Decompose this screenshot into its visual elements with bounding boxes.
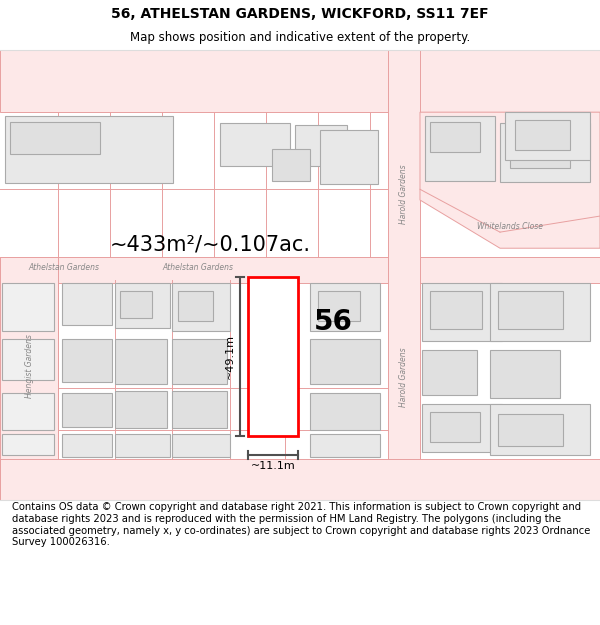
Text: Hengist Gardens: Hengist Gardens [25,334,35,398]
Bar [490,350,560,398]
Bar [515,119,570,149]
Text: ~11.1m: ~11.1m [251,461,295,471]
Bar [498,414,563,446]
Bar [510,131,570,168]
Bar [310,393,380,431]
Bar [422,404,502,452]
Bar [272,149,310,181]
Text: ~433m²/~0.107ac.: ~433m²/~0.107ac. [110,235,311,255]
Bar [430,412,480,442]
Bar [505,112,590,161]
Bar [0,257,600,282]
Bar [120,291,152,318]
Polygon shape [420,112,600,248]
Bar [425,116,495,181]
Bar [0,50,600,112]
Bar [295,125,347,166]
Bar [2,339,54,380]
Bar [172,282,230,331]
Bar [62,339,112,382]
Bar [490,404,590,455]
Bar [248,277,298,436]
Bar [115,282,170,328]
Bar [2,282,54,331]
Bar [0,257,58,500]
Bar [62,434,112,457]
Bar [430,122,480,152]
Text: ~49.1m: ~49.1m [225,334,235,379]
Bar [178,291,213,321]
Bar [62,282,112,326]
Bar [422,350,477,395]
Text: Harold Gardens: Harold Gardens [398,165,407,224]
Bar [318,291,360,321]
Bar [172,339,227,384]
Text: Contains OS data © Crown copyright and database right 2021. This information is : Contains OS data © Crown copyright and d… [12,503,590,548]
Bar [310,282,380,331]
Bar [115,339,167,384]
Bar [388,50,420,500]
Bar [310,339,380,384]
Bar [2,434,54,455]
Text: Harold Gardens: Harold Gardens [398,347,407,407]
Bar [320,131,378,184]
Text: 56, ATHELSTAN GARDENS, WICKFORD, SS11 7EF: 56, ATHELSTAN GARDENS, WICKFORD, SS11 7E… [111,7,489,21]
Bar [62,393,112,427]
Bar [430,291,482,329]
Bar [5,116,173,183]
Bar [0,459,600,500]
Bar [115,434,170,457]
Bar [498,291,563,329]
Text: Whitelands Close: Whitelands Close [477,222,543,231]
Text: Athelstan Gardens: Athelstan Gardens [28,263,99,272]
Bar [10,122,100,154]
Text: Athelstan Gardens: Athelstan Gardens [162,263,233,272]
Bar [500,123,590,182]
Bar [2,393,54,431]
Bar [172,434,230,457]
Bar [422,282,502,341]
Bar [220,123,290,166]
Text: Map shows position and indicative extent of the property.: Map shows position and indicative extent… [130,31,470,44]
Bar [115,391,167,428]
Bar [310,434,380,457]
Text: 56: 56 [314,308,352,336]
Bar [490,282,590,341]
Bar [172,391,227,428]
